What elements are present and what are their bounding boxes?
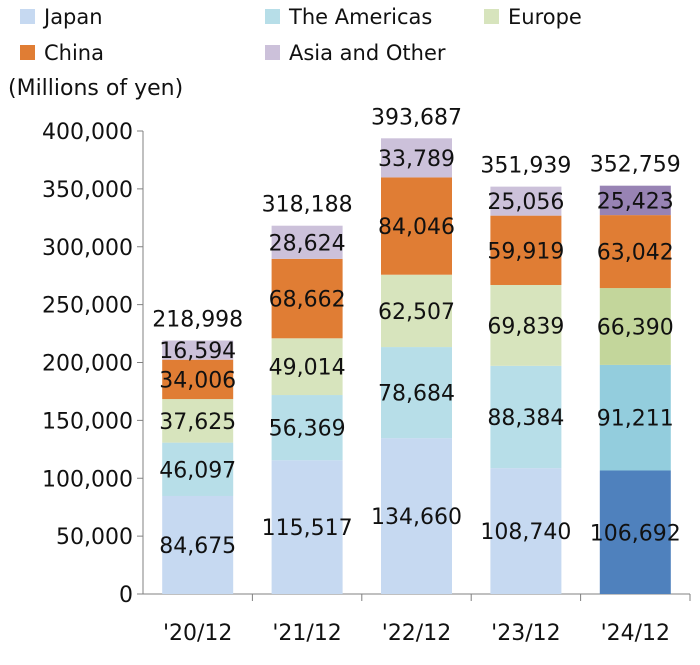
x-axis: '20/12 '21/12 '22/12 '23/12 '24/12	[143, 593, 691, 646]
legend-swatch-3	[20, 45, 35, 60]
bars	[162, 138, 671, 594]
bar-segment	[490, 365, 562, 469]
y-axis: 0 50,000 100,000 150,000 200,000 250,000 300,0…	[42, 120, 144, 608]
y-tick-label: 50,000	[56, 525, 133, 550]
value-labels: 84,675 46,097 37,625 34,006 16,594 218,998 115…	[152, 105, 681, 559]
bar-segment	[271, 395, 343, 461]
data-label: 88,384	[487, 406, 564, 431]
data-label: 106,692	[590, 521, 681, 546]
total-label: 351,939	[480, 154, 571, 179]
x-tick-label: '24/12	[601, 621, 670, 646]
bar-segment	[162, 442, 234, 496]
bar-segment	[381, 138, 452, 178]
bar-segment	[490, 186, 562, 216]
bar-segment	[490, 215, 562, 285]
data-label: 33,789	[378, 147, 455, 172]
data-label: 28,624	[269, 231, 346, 256]
total-label: 393,687	[371, 105, 462, 130]
bar-segment	[381, 177, 452, 275]
data-label: 37,625	[159, 410, 236, 435]
bar-segment	[599, 470, 671, 594]
data-label: 63,042	[597, 241, 674, 266]
bar-segment	[271, 338, 343, 396]
bar-segment	[490, 468, 562, 594]
data-label: 25,423	[597, 189, 674, 214]
bar-segment	[490, 284, 562, 366]
bar-segment	[162, 399, 234, 443]
y-tick-label: 350,000	[42, 178, 133, 203]
bar-segment	[599, 185, 671, 216]
data-label: 69,839	[487, 314, 564, 339]
data-label: 56,369	[269, 417, 346, 442]
y-tick-label: 400,000	[42, 120, 133, 145]
bar-segment	[381, 347, 452, 439]
unit-label: (Millions of yen)	[8, 76, 183, 101]
y-tick-label: 100,000	[42, 467, 133, 492]
data-label: 49,014	[269, 356, 346, 381]
data-label: 134,660	[371, 505, 462, 530]
x-tick-label: '21/12	[272, 621, 341, 646]
data-label: 84,046	[378, 215, 455, 240]
bar-segment	[162, 359, 234, 400]
total-label: 318,188	[262, 193, 353, 218]
x-tick-label: '23/12	[491, 621, 560, 646]
data-label: 62,507	[378, 300, 455, 325]
legend-label-3: China	[44, 41, 104, 65]
data-label: 59,919	[487, 239, 564, 264]
legend-label-4: Asia and Other	[289, 41, 446, 65]
legend: Japan The Americas Europe China Asia and Oth…	[20, 5, 582, 65]
legend-swatch-4	[265, 45, 280, 60]
y-tick-label: 150,000	[42, 409, 133, 434]
legend-swatch-0	[20, 9, 35, 24]
legend-label-0: Japan	[42, 5, 103, 29]
data-label: 16,594	[159, 339, 236, 364]
bar-segment	[599, 288, 671, 365]
legend-swatch-2	[484, 9, 499, 24]
data-label: 91,211	[597, 407, 674, 432]
x-tick-label: '22/12	[382, 621, 451, 646]
data-label: 46,097	[159, 458, 236, 483]
legend-label-1: The Americas	[288, 5, 432, 29]
data-label: 34,006	[159, 368, 236, 393]
bar-segment	[271, 460, 343, 594]
data-label: 68,662	[269, 288, 346, 313]
bar-segment	[162, 340, 234, 360]
total-label: 352,759	[590, 153, 681, 178]
y-tick-label: 0	[119, 583, 133, 608]
total-label: 218,998	[152, 308, 243, 333]
bar-segment	[271, 258, 343, 339]
bar-segment	[381, 274, 452, 348]
legend-swatch-1	[265, 9, 280, 24]
bar-segment	[381, 438, 452, 594]
data-label: 78,684	[378, 382, 455, 407]
data-label: 115,517	[262, 516, 353, 541]
data-label: 25,056	[487, 190, 564, 215]
bar-segment	[599, 215, 671, 289]
data-label: 66,390	[597, 316, 674, 341]
y-tick-label: 300,000	[42, 236, 133, 261]
bar-segment	[599, 364, 671, 471]
data-label: 108,740	[480, 520, 571, 545]
x-tick-label: '20/12	[163, 621, 232, 646]
bar-segment	[271, 225, 343, 259]
bar-segment	[162, 495, 234, 594]
legend-label-2: Europe	[508, 5, 582, 29]
y-tick-label: 200,000	[42, 352, 133, 377]
data-label: 84,675	[159, 534, 236, 559]
y-tick-label: 250,000	[42, 294, 133, 319]
